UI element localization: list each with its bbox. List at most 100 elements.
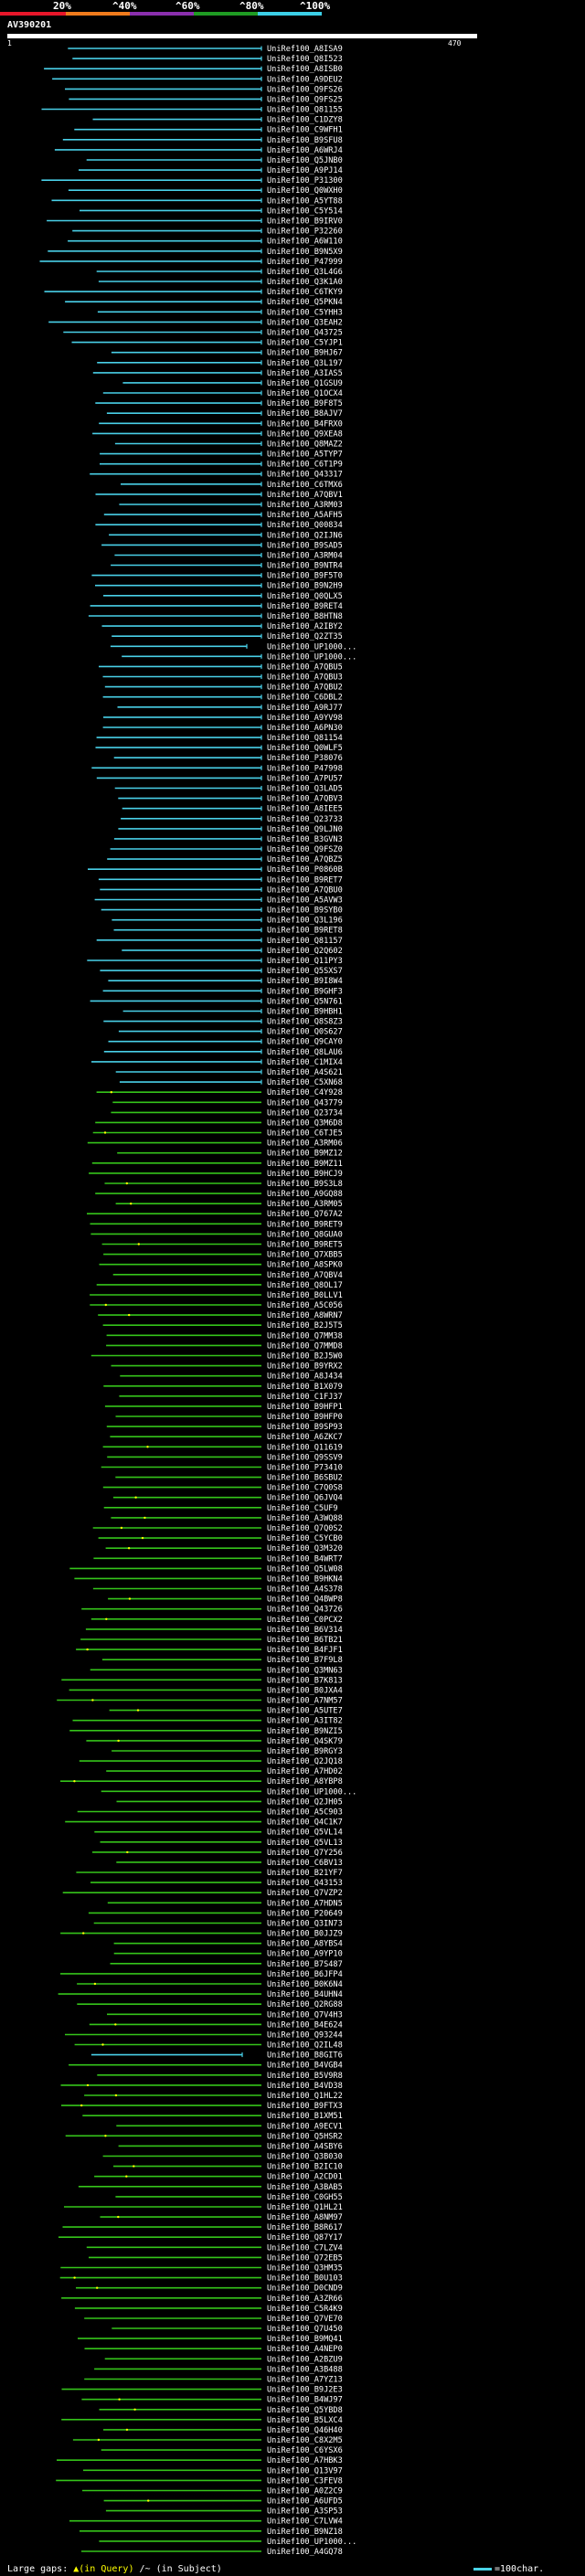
hit-label[interactable]: UniRef100_A6UFD5	[267, 2497, 343, 2507]
hit-label[interactable]: UniRef100_B6SBU2	[267, 1474, 343, 1483]
hit-label[interactable]: UniRef100_B9SP93	[267, 1423, 343, 1432]
hit-label[interactable]: UniRef100_D0CND9	[267, 2284, 343, 2294]
hit-label[interactable]: UniRef100_A3B488	[267, 2365, 343, 2374]
hit-label[interactable]: UniRef100_Q1OCX4	[267, 389, 343, 398]
hit-label[interactable]: UniRef100_B8HTN8	[267, 612, 343, 621]
hit-label[interactable]: UniRef100_Q81157	[267, 937, 343, 946]
hit-label[interactable]: UniRef100_Q7V4H3	[267, 2010, 343, 2019]
hit-label[interactable]: UniRef100_A5C056	[267, 1301, 343, 1310]
hit-label[interactable]: UniRef100_A6WRJ4	[267, 146, 343, 155]
hit-label[interactable]: UniRef100_Q81155	[267, 106, 343, 115]
hit-label[interactable]: UniRef100_A3ZR66	[267, 2295, 343, 2304]
hit-label[interactable]: UniRef100_B0U103	[267, 2274, 343, 2284]
hit-label[interactable]: UniRef100_B9HJ67	[267, 349, 343, 358]
hit-label[interactable]: UniRef100_Q3B030	[267, 2153, 343, 2162]
hit-label[interactable]: UniRef100_Q72EB5	[267, 2253, 343, 2263]
hit-label[interactable]: UniRef100_A8YBS4	[267, 1940, 343, 1949]
hit-label[interactable]: UniRef100_Q4C1K7	[267, 1818, 343, 1828]
hit-label[interactable]: UniRef100_Q3LAD5	[267, 785, 343, 794]
hit-label[interactable]: UniRef100_Q2JQ18	[267, 1757, 343, 1766]
hit-label[interactable]: UniRef100_Q81154	[267, 734, 343, 743]
hit-label[interactable]: UniRef100_A4S378	[267, 1585, 343, 1595]
hit-label[interactable]: UniRef100_Q9LJN0	[267, 825, 343, 834]
hit-label[interactable]: UniRef100_Q7MM38	[267, 1331, 343, 1341]
hit-label[interactable]: UniRef100_C1MIX4	[267, 1058, 343, 1067]
hit-label[interactable]: UniRef100_Q7Y256	[267, 1849, 343, 1858]
hit-label[interactable]: UniRef100_A4SBY6	[267, 2142, 343, 2151]
hit-label[interactable]: UniRef100_B3GVN3	[267, 835, 343, 844]
hit-label[interactable]: UniRef100_B2J5T5	[267, 1321, 343, 1330]
hit-label[interactable]: UniRef100_B4WRT7	[267, 1554, 343, 1564]
hit-label[interactable]: UniRef100_B1XM51	[267, 2112, 343, 2121]
hit-label[interactable]: UniRef100_A3IT82	[267, 1717, 343, 1726]
hit-label[interactable]: UniRef100_B5V9R8	[267, 2072, 343, 2081]
hit-label[interactable]: UniRef100_Q23734	[267, 1108, 343, 1118]
hit-label[interactable]: UniRef100_B9F5T0	[267, 572, 343, 581]
hit-label[interactable]: UniRef100_C6BV13	[267, 1859, 343, 1868]
hit-label[interactable]: UniRef100_C6DBL2	[267, 694, 343, 703]
hit-label[interactable]: UniRef100_A9YV98	[267, 714, 343, 723]
hit-label[interactable]: UniRef100_B6V314	[267, 1626, 343, 1635]
hit-label[interactable]: UniRef100_B9S3L8	[267, 1180, 343, 1189]
hit-label[interactable]: UniRef100_A8ISB0	[267, 65, 343, 74]
hit-label[interactable]: UniRef100_Q3L196	[267, 917, 343, 926]
hit-label[interactable]: UniRef100_B9I8W4	[267, 977, 343, 986]
hit-label[interactable]: UniRef100_A5AVW3	[267, 896, 343, 906]
hit-label[interactable]: UniRef100_Q7VZP2	[267, 1889, 343, 1898]
hit-label[interactable]: UniRef100_C9WFH1	[267, 126, 343, 135]
hit-label[interactable]: UniRef100_C6T1P9	[267, 461, 343, 470]
hit-label[interactable]: UniRef100_A7HDN5	[267, 1899, 343, 1908]
hit-label[interactable]: UniRef100_A8NM97	[267, 2213, 343, 2222]
hit-label[interactable]: UniRef100_Q0WLF5	[267, 744, 343, 753]
hit-label[interactable]: UniRef100_A7QBZ5	[267, 855, 343, 864]
hit-label[interactable]: UniRef100_B8R617	[267, 2223, 343, 2232]
hit-label[interactable]: UniRef100_B9SFU8	[267, 136, 343, 145]
hit-label[interactable]: UniRef100_A7QBU0	[267, 885, 343, 895]
hit-label[interactable]: UniRef100_A7QBU5	[267, 663, 343, 672]
hit-label[interactable]: UniRef100_Q0S627	[267, 1028, 343, 1037]
hit-label[interactable]: UniRef100_Q9SSV9	[267, 1453, 343, 1462]
hit-label[interactable]: UniRef100_UP1000...	[267, 642, 356, 652]
hit-label[interactable]: UniRef100_A7QBV1	[267, 491, 343, 500]
hit-label[interactable]: UniRef100_P20649	[267, 1909, 343, 1918]
hit-label[interactable]: UniRef100_Q87Y17	[267, 2233, 343, 2242]
hit-label[interactable]: UniRef100_C7Q0S8	[267, 1484, 343, 1493]
hit-label[interactable]: UniRef100_C7LVW4	[267, 2518, 343, 2527]
hit-label[interactable]: UniRef100_Q23733	[267, 815, 343, 824]
hit-label[interactable]: UniRef100_A7HBK3	[267, 2456, 343, 2465]
hit-label[interactable]: UniRef100_C5YCB0	[267, 1534, 343, 1543]
hit-label[interactable]: UniRef100_C5XN68	[267, 1078, 343, 1087]
hit-label[interactable]: UniRef100_P32260	[267, 228, 343, 237]
hit-label[interactable]: UniRef100_A7QBU2	[267, 684, 343, 693]
hit-label[interactable]: UniRef100_B0JJZ9	[267, 1930, 343, 1939]
hit-label[interactable]: UniRef100_Q5JNB0	[267, 156, 343, 165]
hit-label[interactable]: UniRef100_B9SAD5	[267, 541, 343, 550]
hit-label[interactable]: UniRef100_B7F9L8	[267, 1656, 343, 1665]
hit-label[interactable]: UniRef100_Q5N761	[267, 997, 343, 1006]
hit-label[interactable]: UniRef100_B5LXC4	[267, 2416, 343, 2425]
hit-label[interactable]: UniRef100_B6JFP4	[267, 1970, 343, 1979]
hit-label[interactable]: UniRef100_Q43726	[267, 1606, 343, 1615]
hit-label[interactable]: UniRef100_C5UF9	[267, 1504, 338, 1513]
hit-label[interactable]: UniRef100_B9N5X9	[267, 248, 343, 257]
hit-label[interactable]: UniRef100_C6TKY9	[267, 288, 343, 297]
hit-label[interactable]: UniRef100_B8AJV7	[267, 409, 343, 419]
hit-label[interactable]: UniRef100_B2J5W0	[267, 1352, 343, 1362]
hit-label[interactable]: UniRef100_C0GH55	[267, 2193, 343, 2202]
hit-label[interactable]: UniRef100_B9MZ11	[267, 1160, 343, 1169]
hit-label[interactable]: UniRef100_Q5VL13	[267, 1839, 343, 1848]
hit-label[interactable]: UniRef100_B9IRV0	[267, 217, 343, 227]
hit-label[interactable]: UniRef100_A3BAB5	[267, 2183, 343, 2192]
hit-label[interactable]: UniRef100_B1X079	[267, 1383, 343, 1392]
hit-label[interactable]: UniRef100_Q8MAZ2	[267, 440, 343, 450]
hit-label[interactable]: UniRef100_B9RGY3	[267, 1747, 343, 1756]
hit-label[interactable]: UniRef100_B6TB21	[267, 1636, 343, 1645]
hit-label[interactable]: UniRef100_B9HBH1	[267, 1008, 343, 1017]
hit-label[interactable]: UniRef100_Q2JH05	[267, 1797, 343, 1807]
hit-label[interactable]: UniRef100_A4GQ78	[267, 2548, 343, 2557]
hit-label[interactable]: UniRef100_Q9CAY0	[267, 1038, 343, 1047]
hit-label[interactable]: UniRef100_A3SP53	[267, 2507, 343, 2517]
hit-label[interactable]: UniRef100_Q3HM35	[267, 2264, 343, 2274]
hit-label[interactable]: UniRef100_A0Z2C9	[267, 2487, 343, 2496]
hit-label[interactable]: UniRef100_B9RET9	[267, 1220, 343, 1229]
